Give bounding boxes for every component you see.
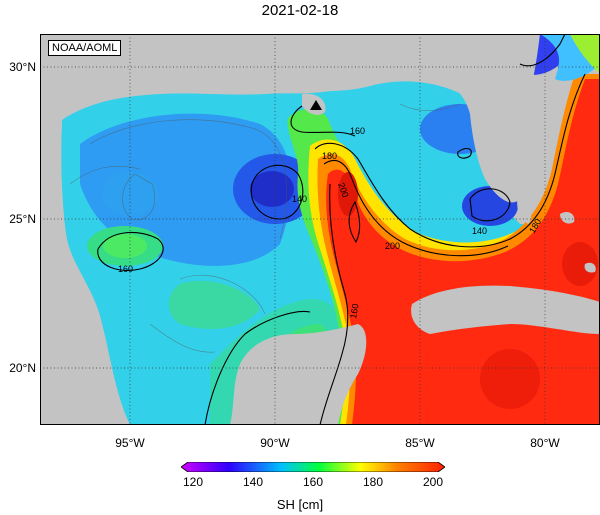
colorbar-tick: 180: [362, 475, 384, 489]
contour-label-group: 160 160 140 180 200 200 160 180 140 140 …: [118, 126, 543, 320]
contour-label: 180: [322, 151, 337, 161]
colorbar-tick: 160: [302, 475, 324, 489]
lat-label-20: 20°N: [9, 361, 36, 375]
lon-label-85: 85°W: [405, 436, 435, 450]
lon-label-90: 90°W: [260, 436, 290, 450]
mexico-west: [40, 94, 130, 425]
colorbar-tick: 200: [422, 475, 444, 489]
us-coast: [40, 34, 450, 120]
florida: [395, 34, 540, 203]
contours: [97, 34, 586, 425]
contour-label: 140: [292, 194, 307, 204]
contour-label: 160: [348, 303, 360, 320]
contour-label: 140: [472, 226, 487, 236]
cuba: [411, 285, 600, 334]
map-title: 2021-02-18: [261, 2, 339, 19]
contour-label: 200: [336, 181, 351, 199]
lon-label-95: 95°W: [115, 436, 145, 450]
colorbar: [181, 462, 445, 472]
yucatan: [230, 324, 367, 425]
contour-label: 160: [350, 126, 365, 136]
lon-label-80: 80°W: [530, 436, 560, 450]
lat-label-30: 30°N: [9, 60, 36, 74]
loop-current-red: [326, 79, 600, 425]
station-marker: [310, 100, 322, 110]
sea-height-map: 160 160 140 180 200 200 160 180 140 140 …: [40, 34, 600, 425]
lat-label-25: 25°N: [9, 212, 36, 226]
contour-label: 160: [118, 264, 133, 274]
grid: [40, 34, 600, 425]
colorbar-title: SH [cm]: [276, 497, 324, 512]
colorbar-tick: 140: [242, 475, 264, 489]
contour-label: 200: [385, 241, 400, 251]
colorbar-tick: 120: [182, 475, 204, 489]
